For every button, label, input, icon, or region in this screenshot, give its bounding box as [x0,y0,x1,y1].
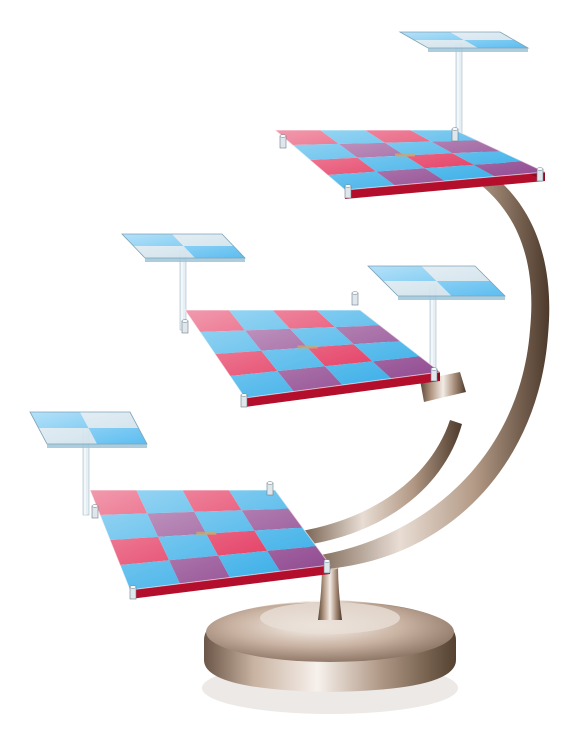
chrome-base [202,562,458,714]
middle-left-attack-board [121,233,246,262]
board-peg [266,481,274,496]
board-peg [536,167,544,182]
board-peg [181,319,189,334]
board-peg [351,291,359,306]
board-peg [279,134,287,149]
bottom-main-board [89,489,331,599]
top-main-board [273,129,547,199]
board-peg [323,559,331,574]
bottom-attack-board [29,411,148,448]
board-peg [129,585,137,600]
middle-main-board [184,309,442,407]
board-peg [344,184,352,199]
board-peg [91,504,99,519]
board-peg [451,127,459,142]
middle-right-attack-board [367,265,506,300]
board-peg [430,367,438,382]
top-attack-board [398,31,530,52]
board-peg [240,393,248,408]
support-arc [296,160,550,570]
